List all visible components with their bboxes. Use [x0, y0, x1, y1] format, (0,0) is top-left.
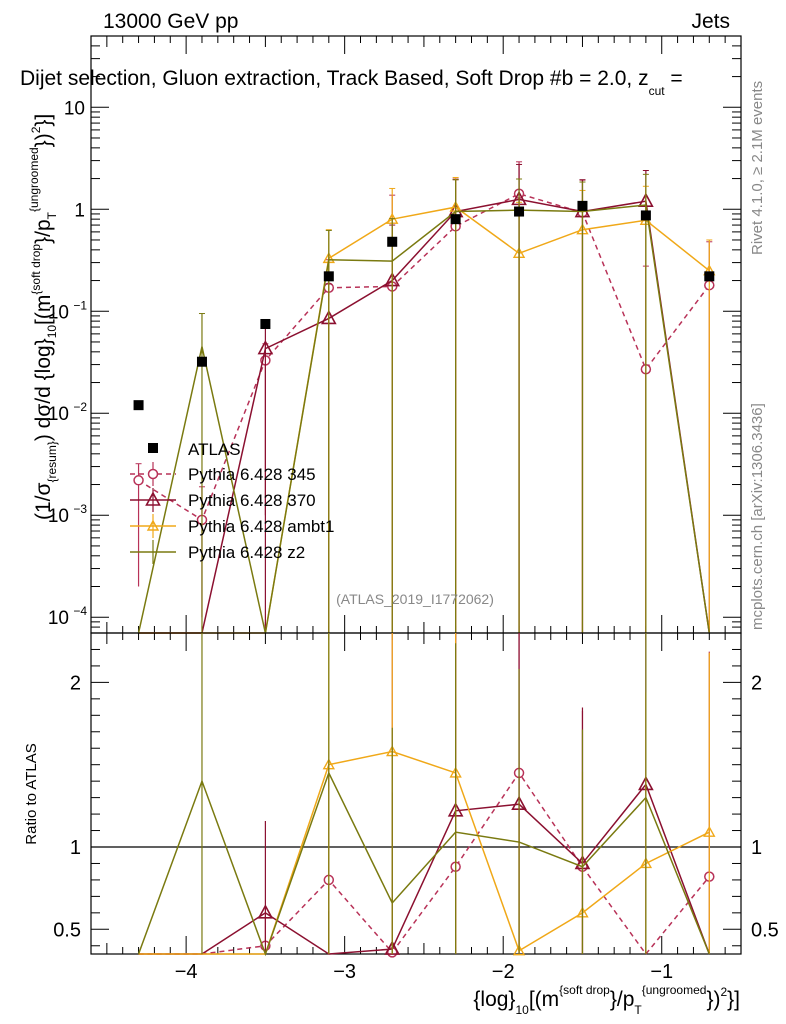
atlas-data-point — [196, 356, 207, 367]
main-y-tick-exponent: −3 — [73, 502, 87, 516]
main-marker — [257, 339, 274, 355]
ratio-series-line-2 — [138, 750, 710, 955]
legend-label-2: Pythia 6.428 ambt1 — [188, 517, 334, 536]
ratio-y-tick-label-right: 1 — [751, 837, 762, 859]
atlas-data-point — [704, 271, 715, 282]
ratio-series-line-3 — [137, 770, 710, 957]
main-y-tick-label: 10 — [64, 98, 85, 119]
main-y-tick-label: 10 — [48, 302, 69, 323]
main-y-tick-exponent: −1 — [73, 298, 87, 312]
legend-label-0: Pythia 6.428 345 — [188, 465, 316, 484]
atlas-data-point — [640, 210, 651, 221]
ratio-y-tick-label-right: 2 — [751, 672, 762, 694]
atlas-data-point — [387, 236, 398, 247]
category-label: Jets — [691, 10, 730, 33]
main-series — [133, 161, 716, 634]
legend-marker-1 — [145, 491, 161, 506]
main-series-line-3 — [137, 204, 711, 634]
x-axis-label: {log}10[(m{soft drop}/pT{ungroomed})2}] — [473, 983, 740, 1017]
main-series-line-1 — [138, 198, 711, 634]
main-y-tick-label: 10 — [48, 506, 69, 527]
main-panel: 10 −4 10 −3 10 −2 10 −1 1 10 (ATLAS_2019_I1772062… — [48, 35, 742, 634]
main-axis-ticks: 10 −4 10 −3 10 −2 10 −1 1 10 — [48, 35, 742, 634]
ratio-y-tick-label-right: 0.5 — [751, 919, 779, 941]
legend-label-1: Pythia 6.428 370 — [188, 491, 316, 510]
legend-marker-0 — [147, 468, 159, 480]
ratio-x-tick-label: −2 — [492, 961, 515, 983]
ratio-marker — [703, 825, 716, 837]
ratio-x-tick-label: −4 — [175, 961, 198, 983]
main-y-tick-label: 10 — [48, 404, 69, 425]
ratio-x-tick-label: −1 — [650, 961, 673, 983]
main-series-line-0 — [138, 192, 710, 521]
main-y-axis-label: (1/σ{resum}) dσ/d {log}10[(m{soft drop}/… — [27, 114, 59, 520]
ratio-axis-ticks: 0.5 0.5 1 1 2 2 −4 −3 −2 −1 — [53, 633, 779, 983]
main-marker — [133, 475, 144, 486]
main-y-tick-exponent: −2 — [73, 400, 87, 414]
ratio-y-tick-label-left: 0.5 — [53, 919, 81, 941]
main-y-tick-label: 1 — [74, 200, 85, 221]
atlas-data-point — [323, 271, 334, 282]
atlas-data-point — [514, 206, 525, 217]
ratio-panel: 0.5 0.5 1 1 2 2 −4 −3 −2 −1 — [53, 632, 779, 983]
ratio-marker — [384, 940, 401, 955]
main-series-line-2 — [138, 206, 710, 634]
atlas-data-point — [577, 200, 588, 211]
energy-label: 13000 GeV pp — [103, 10, 238, 33]
ratio-y-axis-label: Ratio to ATLAS — [23, 743, 40, 844]
analysis-watermark: (ATLAS_2019_I1772062) — [336, 591, 494, 607]
main-y-tick-label: 10 — [48, 608, 69, 629]
legend-atlas-marker — [148, 443, 158, 453]
ratio-marker — [257, 904, 274, 919]
ratio-series — [137, 633, 716, 958]
ratio-series-line-1 — [138, 782, 710, 955]
ratio-y-tick-label-left: 1 — [70, 837, 81, 859]
mcplots-label: mcplots.cern.ch [arXiv:1306.3436] — [749, 403, 766, 630]
plot-title: Dijet selection, Gluon extraction, Track… — [20, 67, 683, 98]
legend-atlas-label: ATLAS — [188, 440, 241, 459]
legend-label-3: Pythia 6.428 z2 — [188, 543, 305, 562]
ratio-marker — [512, 944, 526, 956]
rivet-label: Rivet 4.1.0, ≥ 2.1M events — [749, 81, 766, 255]
ratio-y-tick-label-left: 2 — [70, 672, 81, 694]
legend-marker-2 — [146, 519, 160, 531]
atlas-data-point — [450, 214, 461, 225]
ratio-series-line-0 — [138, 771, 710, 956]
main-y-tick-exponent: −4 — [73, 604, 87, 618]
atlas-data-point — [260, 318, 271, 329]
ratio-x-tick-label: −3 — [333, 961, 356, 983]
ratio-frame — [90, 632, 742, 955]
legend: ATLAS Pythia 6.428 345 Pythia 6.428 370 Pyt… — [130, 440, 334, 564]
atlas-data-point — [133, 400, 144, 411]
